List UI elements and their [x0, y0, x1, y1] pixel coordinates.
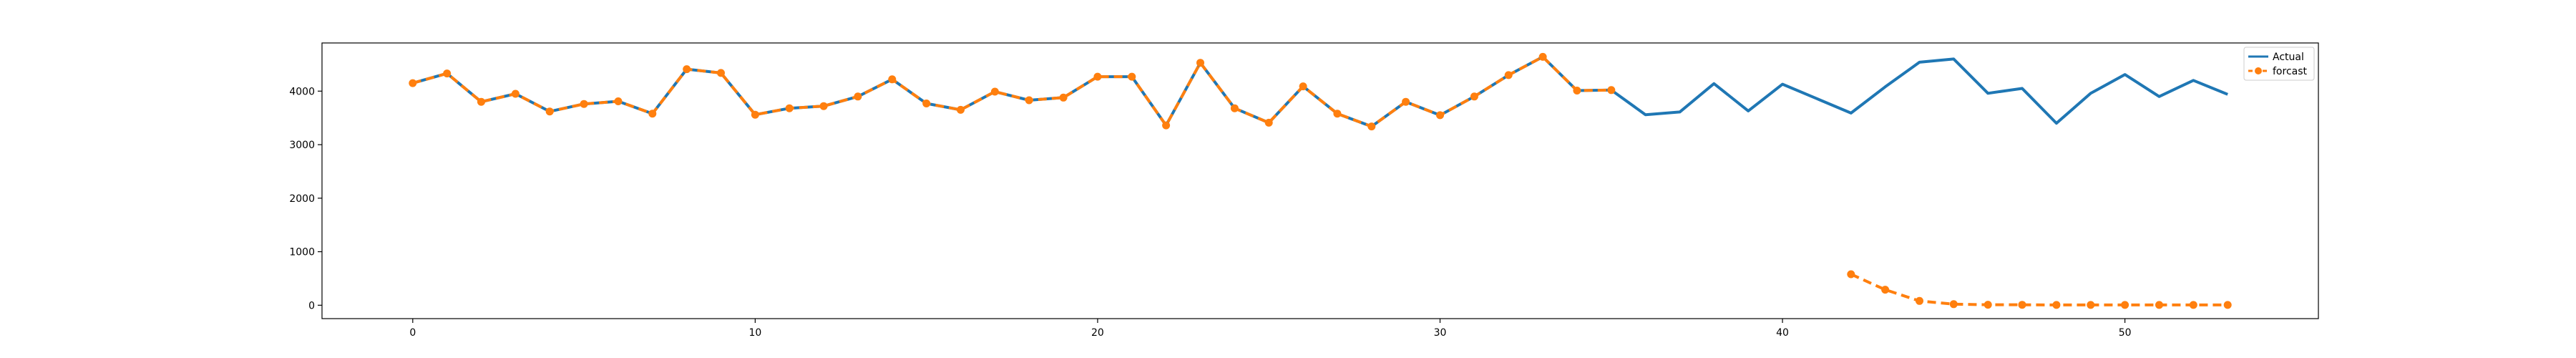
forcast-point: [2223, 301, 2232, 309]
x-tick-label: 40: [1776, 327, 1789, 339]
forcast-point: [648, 110, 657, 118]
forcast-point: [1196, 59, 1204, 67]
forcast-point: [2018, 301, 2026, 309]
forcast-point: [580, 100, 588, 108]
forcast-point: [1264, 118, 1273, 127]
forcast-point: [545, 107, 554, 116]
forcast-point: [785, 104, 794, 112]
forcast-point: [443, 69, 452, 78]
forcast-point: [1059, 93, 1068, 102]
forcast-point: [717, 69, 725, 77]
legend-forcast-label: forcast: [2273, 66, 2308, 77]
y-tick-label: 0: [308, 300, 315, 311]
forcast-point: [511, 90, 519, 98]
forcast-point: [922, 100, 931, 107]
legend: Actual forcast: [2243, 47, 2315, 81]
forcast-point: [409, 79, 417, 87]
forcast-point: [477, 97, 485, 106]
plot-frame: [321, 42, 2319, 319]
forcast-point: [1470, 92, 1478, 101]
x-tick-label: 30: [1434, 327, 1447, 339]
forcast-point: [1984, 301, 1992, 309]
y-tick-label: 3000: [289, 140, 315, 151]
forcast-point: [1025, 96, 1033, 105]
forcast-point: [1436, 111, 1444, 120]
y-axis: 0 1000 2000 3000 4000: [289, 86, 322, 311]
forcast-point: [2121, 301, 2129, 309]
x-tick-label: 0: [409, 327, 416, 339]
forcast-point: [1916, 296, 1923, 305]
series-layer: [409, 52, 2232, 309]
forcast-point: [1402, 97, 1410, 106]
forcast-point: [1128, 72, 1136, 81]
forcast-point: [1162, 121, 1171, 130]
forcast-point: [1881, 286, 1890, 294]
forcast-point: [1230, 104, 1239, 112]
series-forcast-line: [412, 55, 1611, 128]
forcast-point: [1504, 71, 1513, 79]
x-axis: 0 10 20 30 40 50: [409, 319, 2132, 339]
forcast-point: [1949, 300, 1958, 309]
forcast-point: [957, 105, 965, 114]
forcast-point: [1538, 52, 1547, 61]
forcast-point: [751, 110, 759, 119]
forcast-point: [2189, 301, 2197, 309]
x-tick-label: 10: [748, 327, 761, 339]
forcast-point: [819, 102, 828, 110]
forcast-point: [1333, 110, 1342, 118]
forcast-point: [854, 92, 862, 101]
forcast-point: [888, 75, 897, 84]
forcast-point: [1093, 72, 1102, 81]
x-tick-label: 50: [2119, 327, 2132, 339]
forcast-point: [1607, 86, 1616, 95]
forcast-point: [1367, 122, 1376, 131]
y-tick-label: 2000: [289, 193, 315, 205]
forcast-point: [1299, 82, 1307, 91]
forcast-point: [2155, 301, 2163, 309]
forcast-point: [614, 97, 623, 105]
forcast-point: [2087, 301, 2095, 309]
forcast-point: [990, 87, 999, 96]
forcast-point: [2052, 301, 2061, 309]
x-tick-label: 20: [1091, 327, 1104, 339]
y-tick-label: 4000: [289, 86, 315, 97]
forcast-point: [1573, 87, 1581, 95]
forcast-point: [1847, 270, 1855, 279]
legend-actual-label: Actual: [2273, 52, 2304, 63]
forcast-point: [683, 65, 691, 74]
series-forcast-line: [1850, 273, 2228, 306]
legend-forcast-marker: [2255, 67, 2262, 74]
y-tick-label: 1000: [289, 247, 315, 258]
